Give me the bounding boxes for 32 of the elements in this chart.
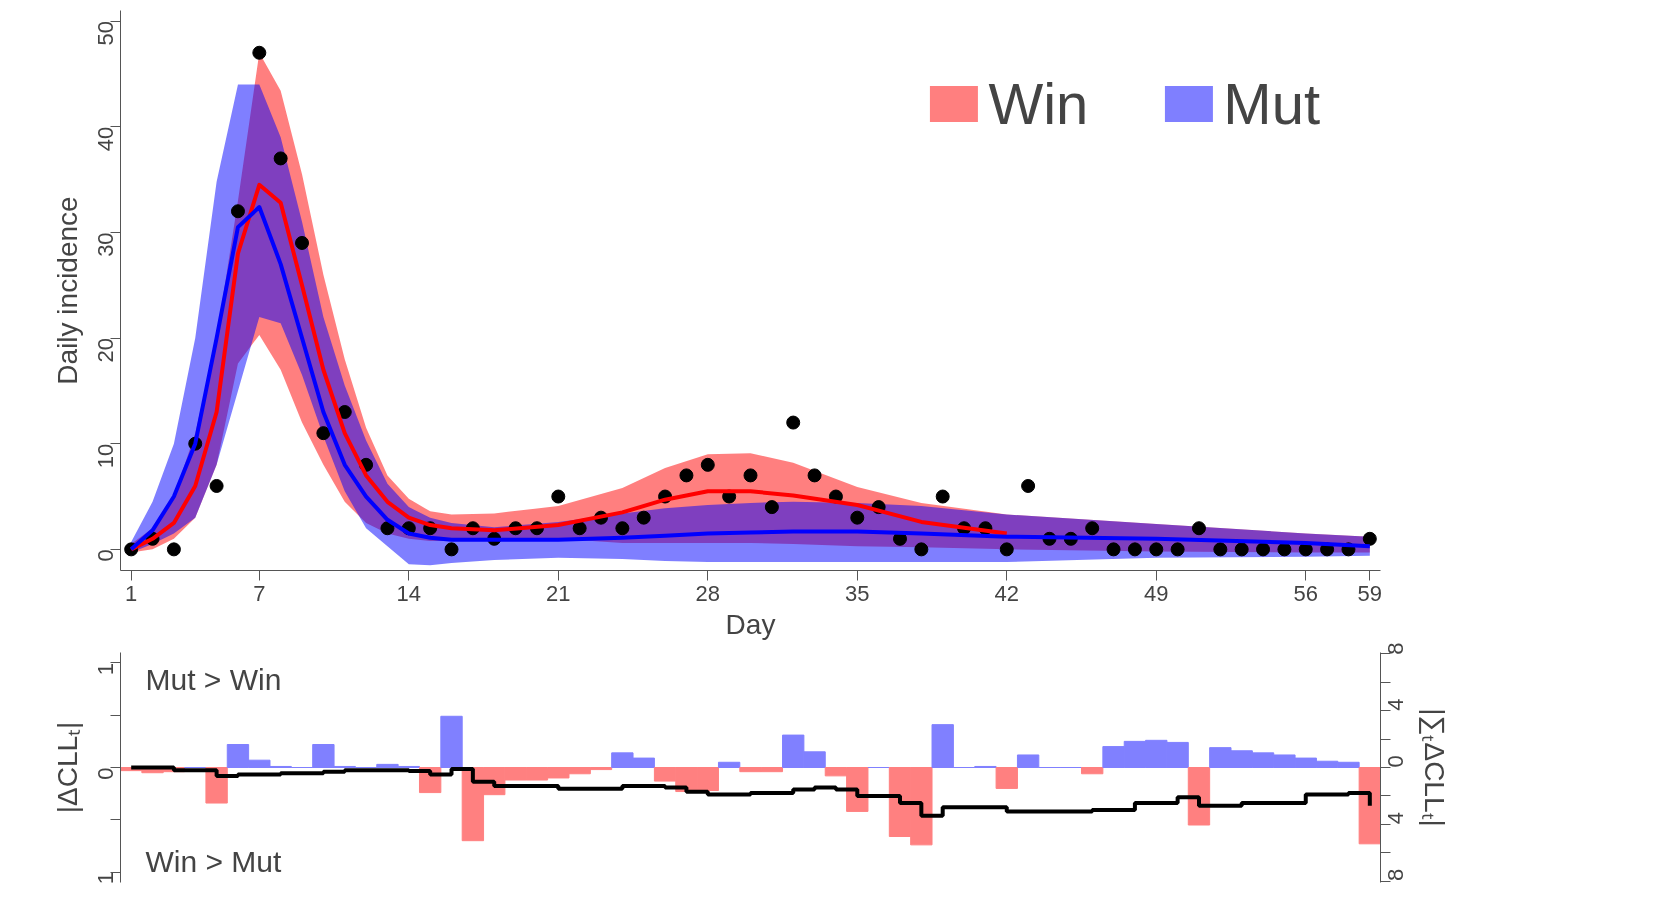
x-tick-label: 59: [1357, 580, 1383, 606]
x-tick-label: 28: [695, 580, 721, 606]
x-tick-label: 42: [994, 580, 1020, 606]
y-tick-label: 50: [93, 21, 118, 46]
x-tick-label: 14: [396, 580, 422, 606]
y-tick-label: 30: [93, 232, 118, 257]
y2-tick-label: 8: [1383, 642, 1408, 655]
x-axis-title: Day: [725, 608, 776, 640]
y-tick-label: 1: [93, 872, 118, 885]
x-tick-label: 21: [546, 580, 571, 606]
annotation: Win > Mut: [145, 844, 283, 878]
y2-tick-label: 8: [1383, 868, 1408, 882]
y-tick-label: 1: [93, 662, 118, 676]
x-tick-label: 1: [125, 580, 138, 606]
y-axis-title: Daily incidence: [51, 196, 83, 385]
y-axis-title: |ΔCLLₜ|: [51, 721, 83, 814]
y-tick-label: 0: [93, 767, 118, 780]
x-tick-label: 56: [1293, 580, 1318, 606]
y2-axis-title: |∑ₜΔCLLₜ|: [1418, 708, 1450, 827]
annotation: Mut > Win: [145, 662, 282, 696]
y-tick-label: 0: [93, 549, 118, 562]
y-tick-label: 40: [93, 126, 118, 152]
y2-tick-label: 0: [1383, 755, 1408, 768]
y-tick-label: 20: [93, 338, 118, 363]
y2-tick-label: 4: [1383, 812, 1408, 825]
legend-label: Mut: [1223, 70, 1320, 137]
x-tick-label: 49: [1144, 580, 1169, 606]
y2-tick-label: 4: [1383, 698, 1408, 711]
x-tick-label: 35: [845, 580, 870, 606]
y-tick-label: 10: [93, 443, 118, 469]
x-tick-label: 7: [253, 580, 266, 606]
legend-label: Win: [988, 70, 1089, 137]
